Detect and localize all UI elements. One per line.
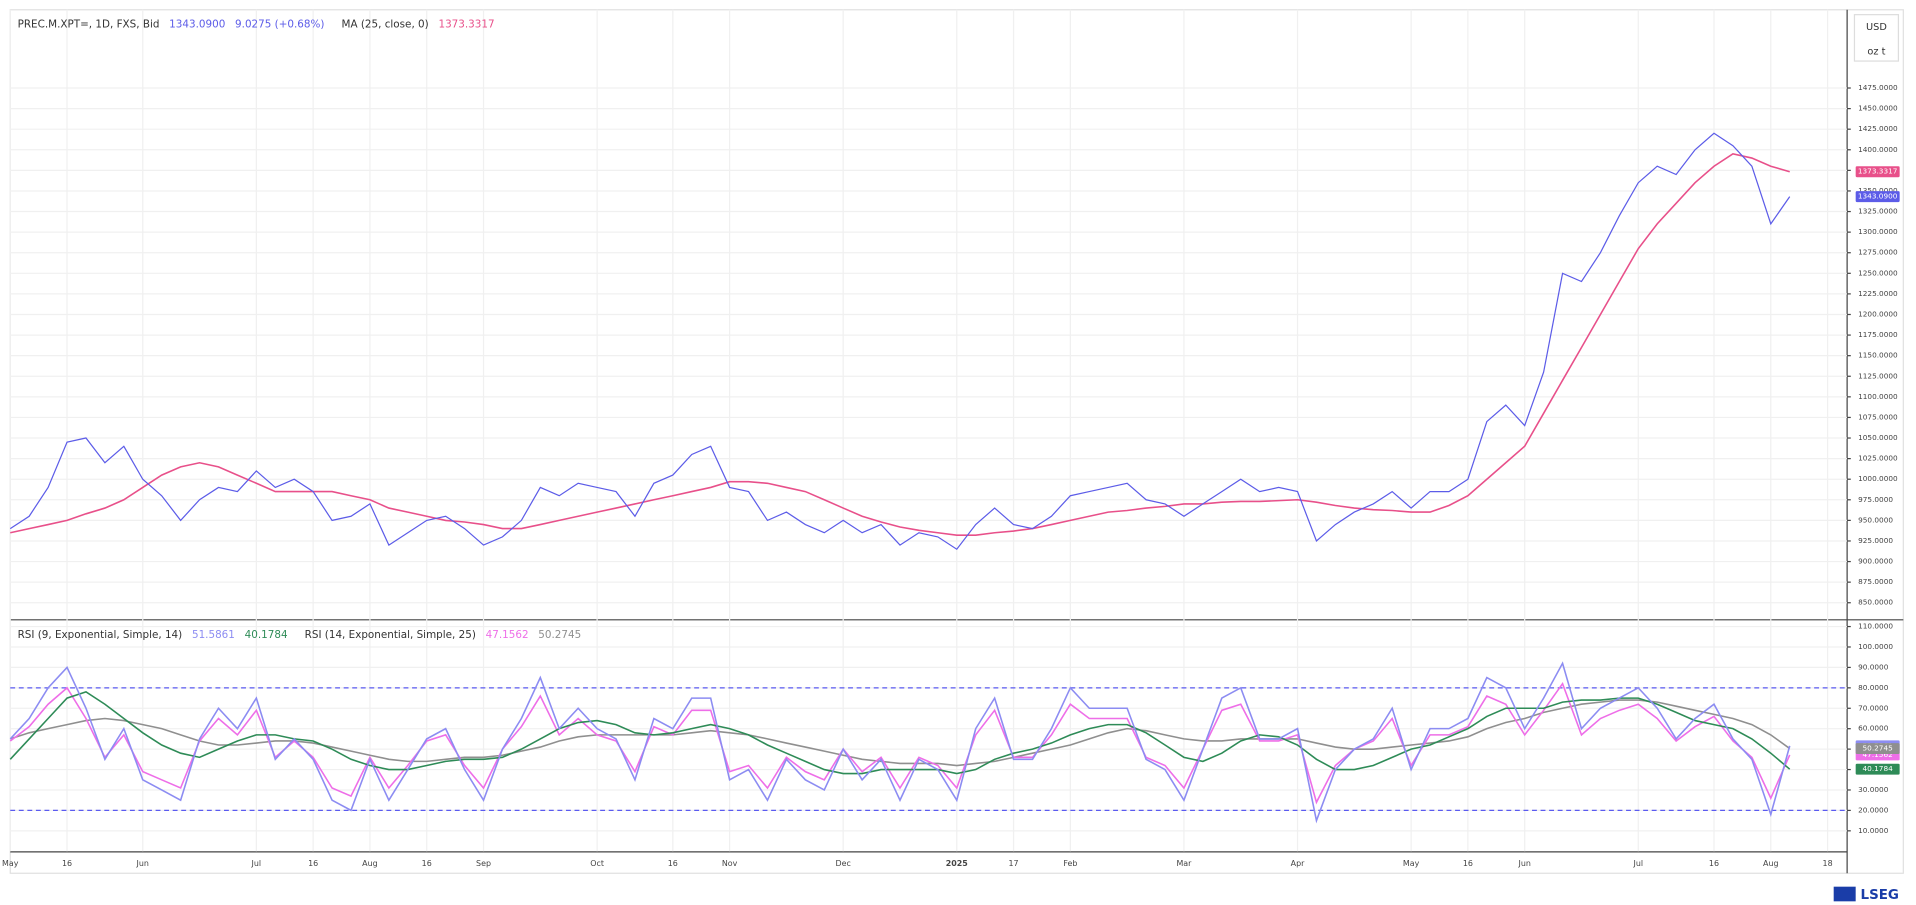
x-tick-label: 16	[308, 859, 318, 868]
y-tick-label: 20.0000	[1858, 805, 1889, 814]
series-line	[10, 699, 1791, 767]
x-tick-label: Feb	[1063, 859, 1077, 868]
y-tick-label: 90.0000	[1858, 662, 1889, 671]
x-tick-label: 16	[1709, 859, 1719, 868]
series-line	[9, 661, 1791, 824]
y-tick-label: 875.0000	[1858, 577, 1893, 586]
x-tick-label: Aug	[1763, 859, 1778, 868]
x-tick-label: Jul	[1632, 859, 1643, 868]
x-tick-label: 16	[668, 859, 678, 868]
price-badge	[1855, 743, 1900, 755]
legend-value: 1343.0900	[169, 18, 225, 30]
price-badge-label: 40.1784	[1863, 764, 1894, 773]
price-badge-label: 47.1562	[1863, 750, 1893, 759]
x-tick-label: 17	[1009, 859, 1019, 868]
logo-icon	[1833, 886, 1856, 902]
x-tick-label: Dec	[836, 859, 851, 868]
unit-box	[1853, 14, 1900, 62]
legend-value: 40.1784	[245, 629, 288, 641]
legend-value: 1373.3317	[438, 18, 494, 30]
legend-value: 50.2745	[538, 629, 581, 641]
legend-value: 47.1562	[486, 629, 529, 641]
y-tick-label: 1175.0000	[1858, 330, 1898, 339]
y-tick-label: 80.0000	[1858, 683, 1889, 692]
y-tick-label: 1000.0000	[1858, 474, 1898, 483]
x-tick-label: 2025	[946, 859, 968, 868]
unit: oz t	[1867, 46, 1885, 57]
y-tick-label: 1450.0000	[1858, 104, 1898, 113]
x-tick-label: Jul	[251, 859, 262, 868]
y-tick-label: 1050.0000	[1858, 433, 1898, 442]
y-tick-label: 1225.0000	[1858, 289, 1898, 298]
x-tick-label: Mar	[1176, 859, 1192, 868]
x-tick-label: Nov	[722, 859, 738, 868]
x-tick-label: 18	[1823, 859, 1833, 868]
y-tick-label: 70.0000	[1858, 703, 1889, 712]
series-line	[9, 132, 1791, 551]
y-tick-label: 110.0000	[1858, 622, 1893, 631]
logo: LSEG	[1833, 886, 1899, 903]
legend-name: RSI (9, Exponential, Simple, 14)	[18, 629, 183, 641]
y-tick-label: 950.0000	[1858, 515, 1893, 524]
y-tick-label: 1150.0000	[1858, 351, 1898, 360]
legend-name: MA (25, close, 0)	[342, 18, 429, 30]
price-badge-label: 1373.3317	[1858, 167, 1898, 176]
y-tick-label: 1125.0000	[1858, 371, 1898, 380]
y-tick-label: 1425.0000	[1858, 124, 1898, 133]
y-tick-label: 1025.0000	[1858, 454, 1898, 463]
y-tick-label: 1275.0000	[1858, 248, 1898, 257]
series-line	[10, 153, 1790, 536]
y-tick-label: 850.0000	[1858, 598, 1893, 607]
y-tick-label: 1300.0000	[1858, 227, 1898, 236]
x-tick-label: 16	[1463, 859, 1473, 868]
price-badge	[1855, 166, 1900, 178]
legend-name: PREC.M.XPT=, 1D, FXS, Bid	[18, 18, 160, 30]
x-tick-label: Jun	[136, 859, 149, 868]
y-tick-label: 60.0000	[1858, 724, 1889, 733]
x-tick-label: Jun	[1517, 859, 1530, 868]
x-tick-label: 16	[62, 859, 72, 868]
logo-text: LSEG	[1861, 888, 1899, 903]
price-badge-label: 1343.0900	[1858, 192, 1898, 201]
x-tick-label: May	[1403, 859, 1420, 868]
x-tick-label: 16	[422, 859, 432, 868]
y-tick-label: 1400.0000	[1858, 145, 1898, 154]
x-tick-label: Aug	[362, 859, 377, 868]
y-tick-label: 900.0000	[1858, 557, 1893, 566]
y-tick-label: 1350.0000	[1858, 186, 1898, 195]
y-tick-label: 975.0000	[1858, 495, 1893, 504]
y-tick-label: 1075.0000	[1858, 412, 1898, 421]
currency: USD	[1866, 22, 1887, 33]
legend-change: 9.0275 (+0.68%)	[235, 18, 324, 30]
series-line	[9, 691, 1791, 775]
y-tick-label: 1100.0000	[1858, 392, 1898, 401]
y-tick-label: 1200.0000	[1858, 309, 1898, 318]
price-badge-label: 50.2745	[1863, 744, 1894, 753]
y-tick-label: 1325.0000	[1858, 207, 1898, 216]
y-tick-label: 10.0000	[1858, 826, 1889, 835]
x-tick-label: Oct	[590, 859, 604, 868]
y-tick-label: 100.0000	[1858, 642, 1893, 651]
y-tick-label: 30.0000	[1858, 785, 1889, 794]
y-tick-label: 1475.0000	[1858, 83, 1898, 92]
price-badge	[1855, 763, 1900, 775]
x-tick-label: Apr	[1291, 859, 1305, 868]
y-tick-label: 1250.0000	[1858, 268, 1898, 277]
legend-name: RSI (14, Exponential, Simple, 25)	[305, 629, 476, 641]
legend-value: 51.5861	[192, 629, 235, 641]
x-tick-label: May	[2, 859, 19, 868]
price-badge	[1855, 191, 1900, 203]
y-tick-label: 925.0000	[1858, 536, 1893, 545]
x-tick-label: Sep	[476, 859, 491, 868]
